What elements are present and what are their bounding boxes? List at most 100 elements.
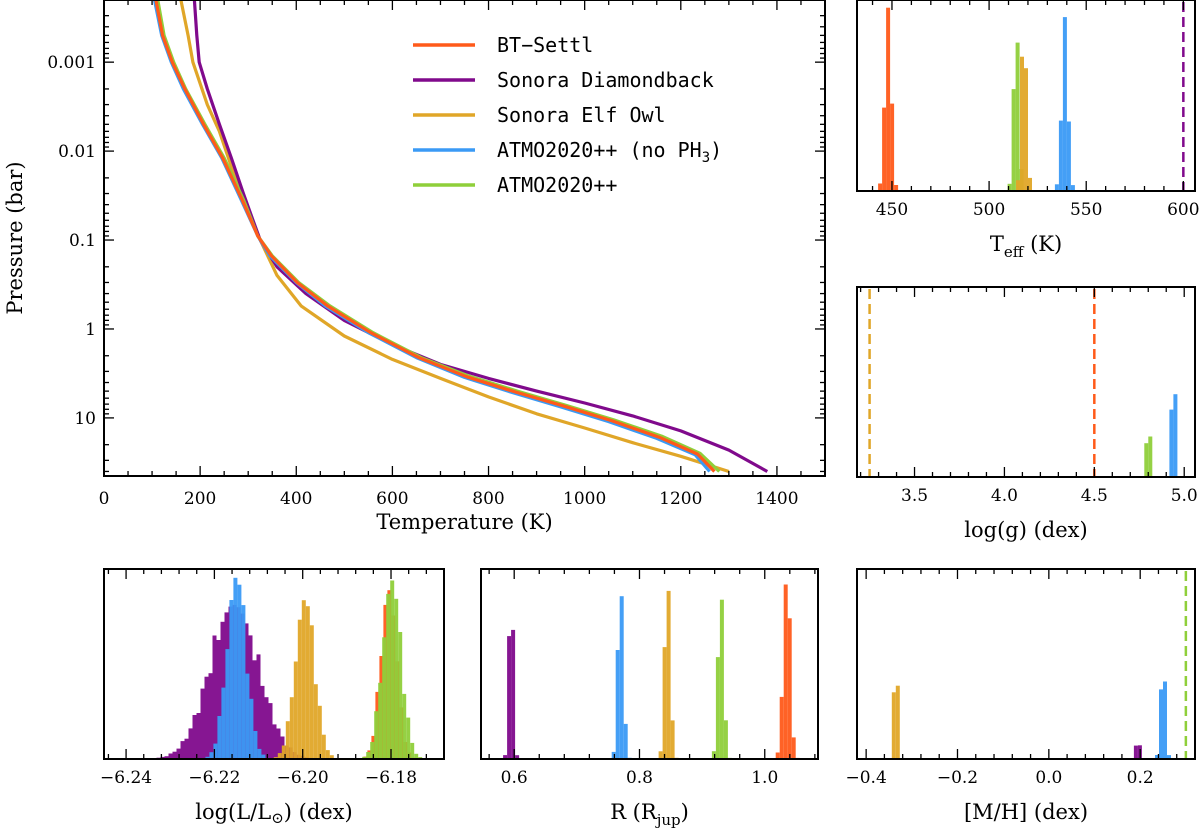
- radius-bar: [670, 720, 675, 759]
- radius-xlabel-text: R (R: [610, 800, 658, 824]
- lum-bar: [309, 625, 314, 759]
- lum-bar: [241, 605, 246, 759]
- logg-xlabel-text: log(g) (dex): [964, 518, 1087, 542]
- lum-bar: [204, 676, 209, 759]
- metallicity-histogram-panel: −0.4 −0.2 0.0 0.2 [M/H] (dex): [845, 568, 1196, 824]
- logg-frame: [856, 286, 1196, 478]
- metallicity-hist-sonora-elf-owl: [891, 685, 900, 759]
- teff-bar: [1070, 185, 1075, 191]
- teff-bar: [890, 103, 895, 191]
- pt-xtick-label: 1000: [563, 489, 606, 509]
- radius-xtick-label: 0.6: [501, 768, 528, 788]
- radius-bar: [515, 755, 520, 759]
- logg-xtick-label: 3.5: [901, 486, 928, 506]
- radius-bar: [511, 629, 516, 759]
- teff-bar: [886, 7, 891, 192]
- pt-xlabel: Temperature (K): [376, 510, 552, 534]
- lum-bar: [229, 600, 234, 759]
- lum-bar: [233, 577, 238, 759]
- lum-bar: [398, 632, 403, 759]
- pt-ylabel: Pressure (bar): [3, 161, 27, 314]
- radius-bar: [507, 636, 512, 759]
- pt-frame: [103, 0, 826, 477]
- lum-bar: [249, 698, 254, 759]
- legend-label-text: Sonora Diamondback: [497, 68, 714, 92]
- teff-histogram-panel: 450 500 550 600 Teff (K): [856, 0, 1200, 261]
- radius-bar: [615, 650, 620, 759]
- radius-hist-atmo2020-no-ph3: [611, 596, 632, 759]
- lum-bar: [252, 660, 257, 759]
- lum-hist-atmo2020-no-ph3: [205, 577, 270, 759]
- pt-xtick-label: 1200: [659, 489, 702, 509]
- pt-curve-sonora-elf-owl: [179, 0, 730, 474]
- teff-bar: [1058, 120, 1063, 191]
- pt-ytick-label: 0.1: [69, 231, 96, 251]
- lum-bar: [248, 635, 253, 759]
- teff-xlabel-sub: eff: [1004, 243, 1025, 261]
- lum-bar: [297, 619, 302, 759]
- teff-bar: [1028, 177, 1032, 191]
- lum-bar: [212, 635, 217, 759]
- legend-label-sonora-diamondback: Sonora Diamondback: [497, 68, 714, 92]
- lum-bar: [285, 721, 290, 759]
- teff-bar: [1066, 121, 1071, 191]
- radius-bar: [666, 590, 671, 759]
- logg-xlabel: log(g) (dex): [964, 518, 1087, 542]
- radius-xlabel-sub: jup: [655, 811, 681, 829]
- lum-bar: [225, 649, 230, 759]
- metallicity-bar: [1133, 745, 1138, 759]
- lum-bar: [378, 682, 383, 759]
- logg-histogram-panel: 3.5 4.0 4.5 5.0 log(g) (dex): [856, 286, 1198, 542]
- pt-ytick-label: 0.01: [58, 142, 96, 162]
- radius-bar: [719, 599, 724, 759]
- lum-bar: [208, 673, 213, 759]
- radius-bar: [611, 751, 616, 759]
- radius-bar: [662, 647, 667, 759]
- pt-ytick-label: 0.001: [47, 53, 96, 73]
- legend-label-text: ATMO2020++ (no PH: [497, 138, 702, 162]
- pt-ytick-label: 1: [85, 320, 96, 340]
- luminosity-histogram-panel: −6.24 −6.22 −6.20 −6.18 log(L/L⊙) (dex): [100, 568, 445, 827]
- teff-hist-atmo2020-no-ph3: [1054, 17, 1075, 191]
- lum-bar: [200, 688, 205, 759]
- lum-xlabel-sun-symbol: ⊙: [271, 809, 284, 827]
- radius-bar: [715, 657, 720, 759]
- teff-bar: [1024, 68, 1028, 191]
- teff-bar: [1016, 180, 1020, 191]
- teff-xtick-label: 500: [973, 200, 1005, 220]
- radius-bar: [779, 696, 784, 759]
- lum-bar: [268, 703, 273, 759]
- logg-bar: [1144, 443, 1149, 477]
- pt-ytick-label: 10: [74, 409, 96, 429]
- lum-bar: [221, 687, 226, 759]
- lum-bar: [245, 673, 250, 759]
- lum-bar: [277, 753, 282, 759]
- legend-label-atmo2020: ATMO2020++: [497, 173, 617, 197]
- lum-bar: [366, 752, 371, 759]
- logg-hist-atmo2020: [1144, 436, 1153, 477]
- lum-xlabel: log(L/L⊙) (dex): [195, 800, 353, 827]
- lum-bar: [276, 728, 281, 759]
- lum-bar: [321, 734, 326, 759]
- radius-hist-atmo2020: [711, 599, 732, 759]
- radius-xtick-label: 1.0: [751, 768, 778, 788]
- lum-bar: [264, 697, 269, 759]
- lum-bar: [205, 756, 210, 759]
- lum-bar: [216, 640, 221, 759]
- radius-bar: [775, 752, 780, 759]
- legend: BT−Settl Sonora Diamondback Sonora Elf Owl…: [413, 33, 722, 197]
- logg-bar: [1173, 394, 1178, 477]
- radius-bar: [783, 584, 788, 759]
- teff-xlabel-tail: (K): [1023, 232, 1062, 256]
- pt-xtick-label: 1400: [755, 489, 798, 509]
- legend-label-atmo2020-no-ph3: ATMO2020++ (no PH3): [497, 138, 722, 166]
- metallicity-xlabel: [M/H] (dex): [964, 800, 1088, 824]
- logg-bar: [1169, 409, 1174, 477]
- lum-bar: [414, 753, 419, 759]
- legend-label-text: ATMO2020++: [497, 173, 617, 197]
- radius-hist-bt-settl: [775, 584, 800, 759]
- teff-bar: [894, 185, 899, 191]
- lum-bar: [317, 705, 322, 759]
- lum-bar: [180, 741, 185, 759]
- radius-xlabel-tail: ): [681, 800, 689, 824]
